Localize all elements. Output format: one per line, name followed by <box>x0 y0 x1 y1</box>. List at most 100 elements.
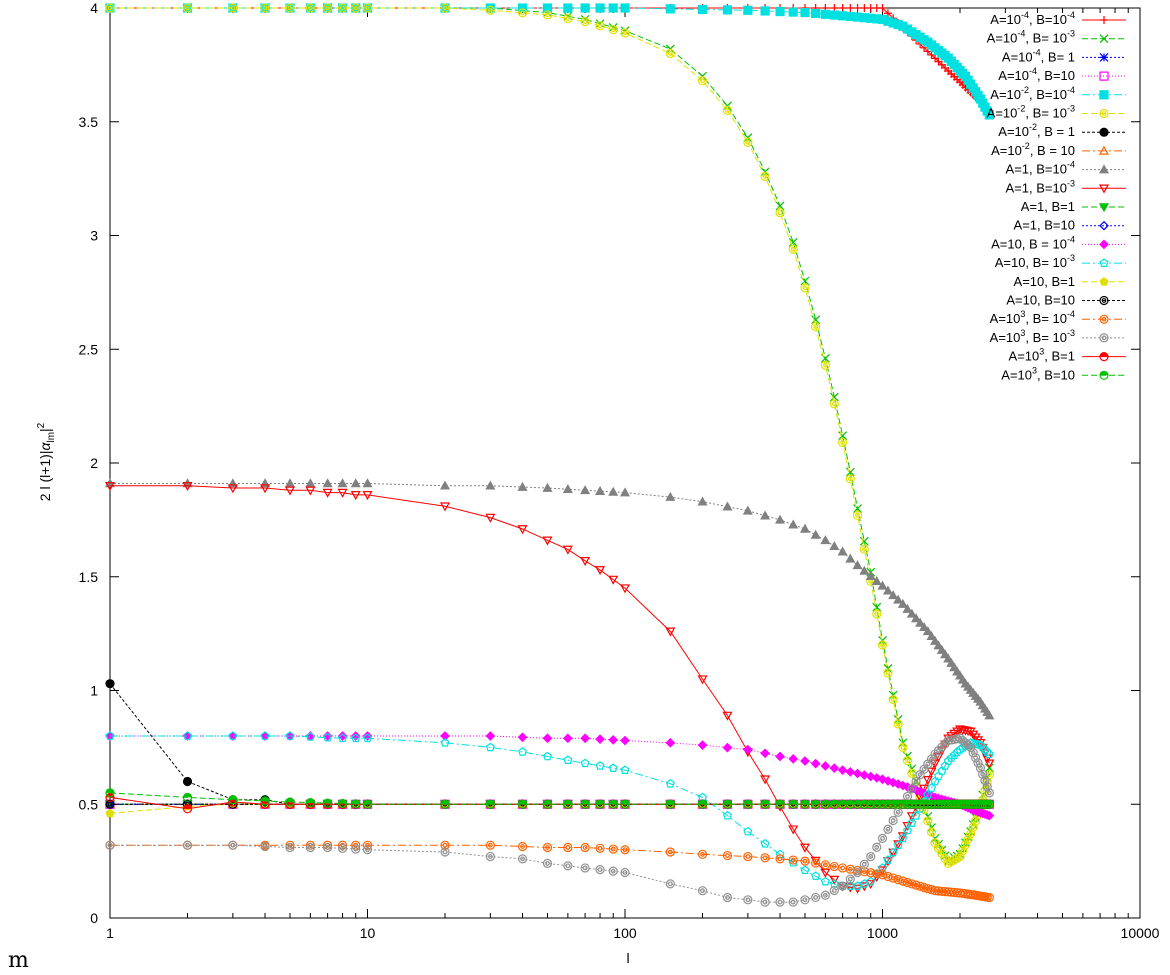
series-point <box>442 842 448 848</box>
series-point <box>822 892 828 898</box>
series-point <box>619 584 631 594</box>
series-point <box>608 844 618 854</box>
series-point <box>262 844 268 849</box>
legend-label: A=1, B=10-3 <box>1006 178 1075 195</box>
series-point <box>182 3 193 13</box>
series-point <box>1100 371 1108 376</box>
series-point <box>486 800 495 805</box>
series-point <box>745 139 751 145</box>
series-point <box>667 51 673 56</box>
series-point <box>608 486 619 496</box>
series-point <box>813 324 819 329</box>
series-point <box>542 751 552 761</box>
series-point <box>926 827 937 837</box>
series-point <box>970 733 981 743</box>
series-point <box>978 769 988 779</box>
series-point <box>1101 298 1107 303</box>
legend-label-text: A=10, B = 10 <box>991 236 1067 251</box>
series-point <box>183 731 193 740</box>
series-point <box>230 5 236 11</box>
series-point <box>608 25 618 35</box>
series-point <box>958 736 968 746</box>
series-point <box>442 849 448 855</box>
series-point <box>788 754 799 764</box>
legend-label-text: , B=10 <box>1037 68 1075 83</box>
series-point <box>1101 335 1107 341</box>
series-point <box>890 818 896 823</box>
series-point <box>788 857 798 867</box>
series-point <box>911 811 921 820</box>
series-point <box>930 886 940 896</box>
series-point <box>829 763 840 773</box>
series-point <box>930 635 941 645</box>
series-point <box>868 854 874 859</box>
legend-label-text: , B= 10 <box>1025 106 1067 121</box>
series-point <box>580 557 591 567</box>
series-point <box>829 879 839 888</box>
series-point <box>622 847 628 853</box>
series-point <box>542 482 553 492</box>
y-axis-label-part: lm <box>46 432 57 443</box>
series-point <box>984 749 994 759</box>
series-point <box>837 765 848 775</box>
series-point <box>859 565 870 575</box>
series-6 <box>105 3 994 869</box>
legend-label-sup: -3 <box>1067 29 1075 39</box>
series-point <box>581 800 590 805</box>
series-point <box>915 617 926 627</box>
series-point <box>909 786 915 792</box>
series-point <box>325 5 331 11</box>
series-point <box>883 9 892 18</box>
series-point <box>762 855 768 861</box>
series-point <box>227 484 238 494</box>
series-point <box>878 4 887 12</box>
series-point <box>760 775 771 785</box>
series-point <box>563 842 573 853</box>
y-axis-label-part: α <box>37 442 53 451</box>
series-point <box>799 843 811 853</box>
series-point <box>853 800 862 805</box>
series-line <box>110 737 990 903</box>
series-point <box>1099 108 1109 119</box>
series-point <box>107 801 113 807</box>
series-point <box>888 815 898 826</box>
legend-label-text: , B= 10 <box>1025 330 1067 345</box>
series-point <box>845 553 856 563</box>
legend-label: A=10, B=10 <box>1006 293 1075 308</box>
series-point <box>666 800 675 805</box>
y-tick-label: 3 <box>90 228 98 244</box>
series-point <box>937 848 947 859</box>
series-point <box>667 849 673 855</box>
series-point <box>905 758 910 764</box>
series-point <box>840 865 846 871</box>
series-point <box>922 775 933 786</box>
series-point <box>936 845 941 851</box>
series-point <box>927 783 937 792</box>
series-point <box>980 776 990 786</box>
series-point <box>1099 314 1109 324</box>
axis-ticks: 1 10 100 1000 10000 0 0.5 1 1.5 2 2.5 3 3.5 4 <box>79 0 1160 941</box>
series-point <box>986 895 992 900</box>
series-point <box>800 865 810 875</box>
series-point <box>913 779 919 785</box>
series-point <box>871 575 882 585</box>
series-point <box>963 842 968 848</box>
series-point <box>743 744 753 755</box>
series-point <box>440 840 450 850</box>
series-point <box>697 76 708 86</box>
series-point <box>1099 295 1109 306</box>
series-point <box>595 865 605 875</box>
series-point <box>760 510 771 520</box>
series-point <box>837 546 848 556</box>
series-point <box>895 877 901 883</box>
series-point <box>900 744 906 750</box>
legend-label-text: A=10 <box>987 31 1018 46</box>
legend-label: A=1, B=10-4 <box>1006 160 1075 177</box>
series-point <box>866 851 876 862</box>
series-point <box>337 488 348 498</box>
series-point <box>287 5 293 11</box>
series-point <box>775 201 785 211</box>
series-point <box>563 13 573 24</box>
y-axis-label-part: 2 <box>36 422 47 428</box>
series-point <box>105 799 115 809</box>
